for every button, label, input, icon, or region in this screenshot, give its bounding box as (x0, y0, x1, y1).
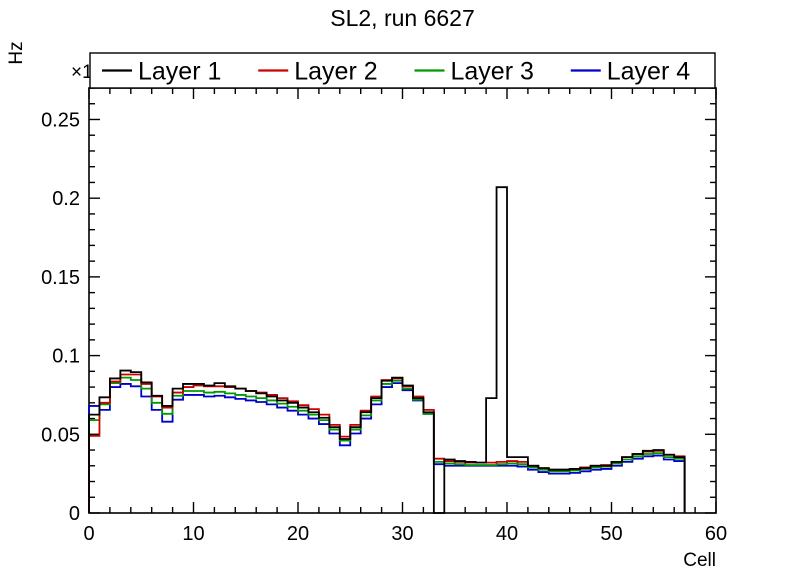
legend-entry-layer-4[interactable]: Layer 4 (570, 58, 690, 86)
x-tick-label: 40 (496, 523, 518, 545)
y-axis-title: Hz (6, 41, 27, 64)
legend-box (89, 52, 716, 89)
legend-entry-layer-3[interactable]: Layer 3 (414, 58, 534, 86)
x-axis-title: Cell (683, 550, 716, 571)
series-layer-1 (88, 186, 686, 514)
x-tick-label: 30 (391, 523, 413, 545)
legend-label: Layer 4 (607, 58, 690, 86)
y-tick-label: 0.15 (41, 267, 80, 289)
x-tick-label: 10 (182, 523, 204, 545)
x-tick-label: 60 (705, 523, 727, 545)
legend-entry-layer-2[interactable]: Layer 2 (258, 58, 378, 86)
series-layer-3 (88, 376, 686, 513)
y-tick-label: 0.2 (52, 188, 80, 210)
y-tick-label: 0.05 (41, 424, 80, 446)
chart-title: SL2, run 6627 (330, 5, 475, 31)
x-tick-label: 0 (83, 523, 94, 545)
legend-label: Layer 1 (138, 58, 221, 86)
series-layer-4 (88, 382, 686, 513)
x-tick-label: 50 (600, 523, 622, 545)
y-tick-label: 0.25 (41, 109, 80, 131)
legend-entry-layer-1[interactable]: Layer 1 (102, 58, 221, 86)
y-tick-label: 0.1 (52, 346, 80, 368)
plot-frame (88, 87, 717, 514)
legend-label: Layer 2 (294, 58, 377, 86)
x-tick-label: 20 (287, 523, 309, 545)
legend-label: Layer 3 (451, 58, 534, 86)
y-tick-label: 0 (69, 503, 80, 525)
